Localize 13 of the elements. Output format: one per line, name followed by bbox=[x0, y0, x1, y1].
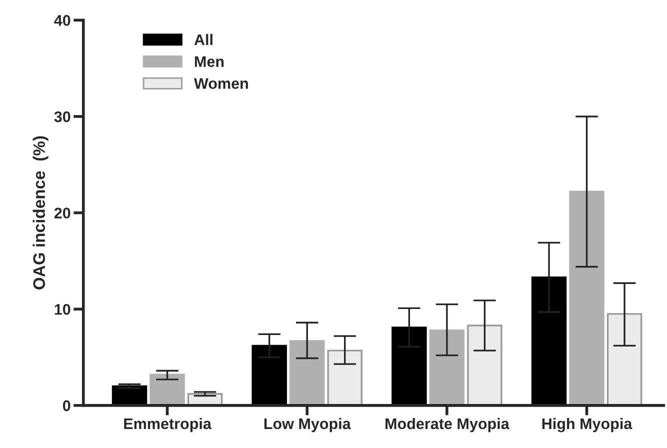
y-tick-label: 30 bbox=[54, 111, 70, 122]
x-tick-label: Low Myopia bbox=[264, 418, 351, 432]
legend-label: Men bbox=[194, 56, 224, 68]
x-tick-label: Moderate Myopia bbox=[386, 418, 510, 432]
x-tick-label: High Myopia bbox=[542, 418, 632, 432]
y-tick-label: 20 bbox=[54, 208, 70, 218]
y-axis-title: OAG incidence (%) bbox=[32, 136, 48, 290]
legend-label: Women bbox=[194, 78, 248, 89]
y-tick-label: 0 bbox=[62, 400, 70, 412]
y-tick-label: 40 bbox=[54, 15, 70, 26]
x-tick-label: Emmetropia bbox=[124, 418, 212, 432]
legend-label: All bbox=[194, 34, 212, 45]
y-tick-label: 10 bbox=[54, 304, 70, 315]
